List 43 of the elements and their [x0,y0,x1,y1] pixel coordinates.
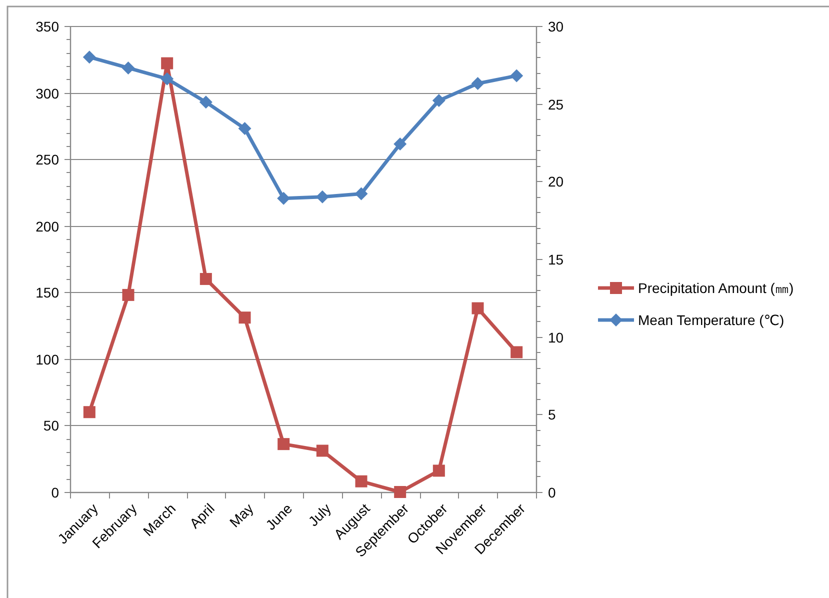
y2-tick-label: 15 [548,251,564,268]
point [394,138,407,151]
point [83,406,96,418]
y-tick-label: 350 [36,18,60,34]
point [160,72,174,86]
point [238,122,252,136]
y2-tick-label: 30 [548,18,564,34]
point [316,190,329,204]
y-tick-label: 200 [36,218,60,234]
point [161,57,174,70]
point [316,444,328,457]
point [471,76,484,90]
y-tick-label: 50 [43,417,60,434]
legend-label: Mean Temperature (℃) [638,312,784,328]
y2-tick-label: 0 [548,484,556,500]
point [510,69,524,82]
point [122,61,135,74]
x-tick-label: July [305,500,334,530]
legend-label: Precipitation Amount (㎜) [638,280,794,296]
y-tick-label: 0 [51,484,60,500]
y2-tick-label: 25 [548,96,564,112]
y-tick-label: 250 [36,151,60,168]
point [199,96,212,109]
point [355,475,368,488]
point [354,187,368,200]
point [394,486,406,498]
point [432,464,445,477]
y-tick-label: 300 [36,85,60,102]
point [238,312,251,324]
point [432,94,446,108]
y-tick-label: 150 [36,284,60,300]
point [472,302,484,314]
y2-tick-label: 10 [548,329,564,346]
point [278,438,290,450]
point [122,288,134,301]
x-tick-label: May [226,500,256,530]
point [82,50,96,64]
point [277,192,290,205]
y-tick-label: 100 [36,351,60,368]
point [510,346,523,358]
point [200,272,212,285]
y2-tick-label: 20 [548,173,564,190]
y2-tick-label: 5 [548,406,556,422]
